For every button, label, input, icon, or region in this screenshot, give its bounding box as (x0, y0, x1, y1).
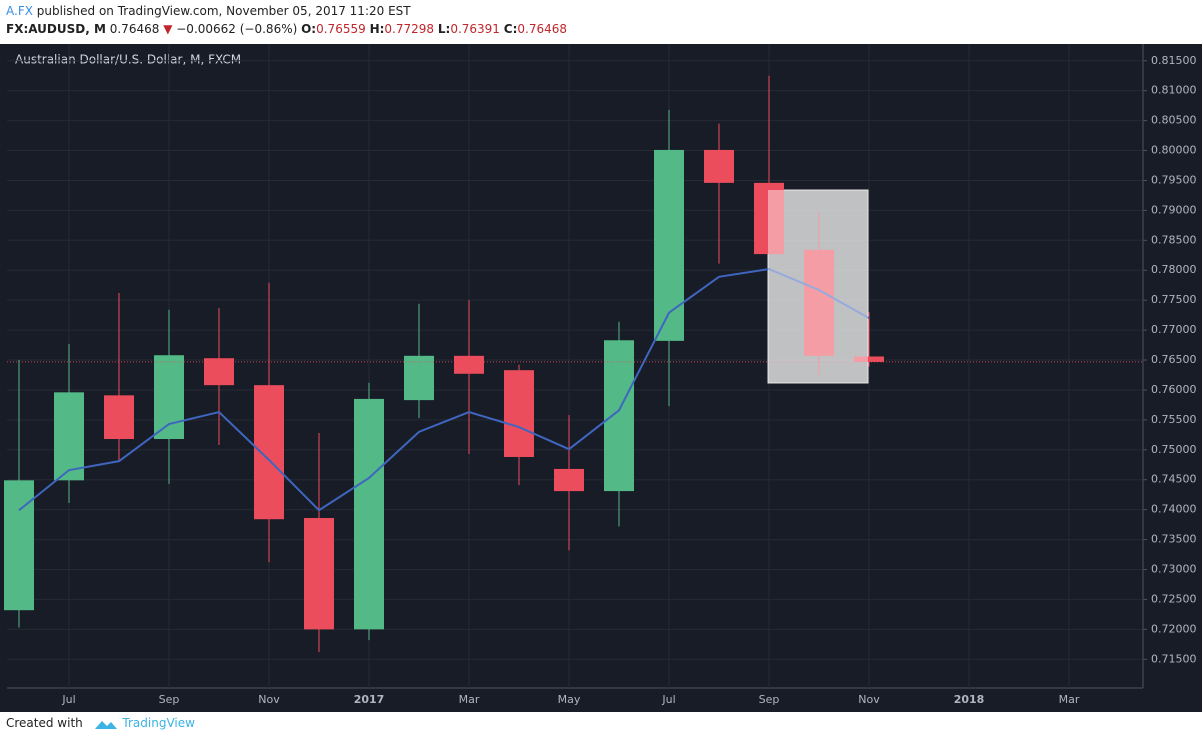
o-label: O: (301, 22, 317, 36)
footer: Created with TradingView (6, 716, 195, 731)
quote-line: FX:AUDUSD, M 0.76468 ▼ −0.00662 (−0.86%)… (6, 22, 567, 36)
y-tick-label: 0.74000 (1151, 503, 1197, 516)
candle-body (304, 518, 334, 630)
x-tick-label: Mar (459, 693, 480, 706)
l-value: 0.76391 (450, 22, 500, 36)
last: 0.76468 (109, 22, 160, 36)
y-tick-label: 0.73000 (1151, 562, 1197, 575)
x-tick-label: 2017 (354, 693, 385, 706)
annotation-box-tint (768, 190, 868, 383)
candle-body (404, 355, 434, 401)
h-label: H: (369, 22, 385, 36)
candle-body (604, 340, 634, 492)
x-tick-label: May (558, 693, 581, 706)
logo-shape (94, 720, 117, 729)
y-tick-label: 0.80000 (1151, 144, 1197, 157)
candle-body (354, 398, 384, 630)
y-tick-label: 0.80500 (1151, 114, 1197, 127)
candle-body (704, 149, 734, 183)
x-tick-label: Sep (159, 693, 180, 706)
x-tick-label: Sep (759, 693, 780, 706)
candle-body (854, 356, 884, 362)
y-tick-label: 0.72500 (1151, 592, 1197, 605)
candle-body (554, 468, 584, 492)
y-tick-label: 0.76000 (1151, 383, 1197, 396)
h-value: 0.77298 (384, 22, 435, 36)
candle-body (104, 395, 134, 440)
y-tick-label: 0.77500 (1151, 293, 1197, 306)
author[interactable]: A.FX (6, 4, 33, 18)
published: published on TradingView.com, November 0… (36, 4, 411, 18)
arrow: ▼ (163, 22, 173, 36)
brand[interactable]: TradingView (122, 716, 195, 730)
y-tick-label: 0.78000 (1151, 263, 1197, 276)
background (0, 44, 1202, 712)
change: −0.00662 (−0.86%) (176, 22, 298, 36)
x-tick-label: 2018 (954, 693, 985, 706)
candle-body (454, 355, 484, 374)
y-tick-label: 0.72000 (1151, 622, 1197, 635)
y-tick-label: 0.77000 (1151, 323, 1197, 336)
y-tick-label: 0.71500 (1151, 652, 1197, 665)
candle-body (654, 149, 684, 341)
symbol: FX:AUDUSD, M (6, 22, 106, 36)
o-value: 0.76559 (316, 22, 366, 36)
candle-body (54, 392, 84, 481)
chart: Australian Dollar/U.S. Dollar, M, FXCM 0… (0, 44, 1202, 712)
candle-body (254, 385, 284, 520)
x-tick-label: Mar (1059, 693, 1080, 706)
l-label: L: (437, 22, 451, 36)
candle-body (154, 355, 184, 440)
y-tick-label: 0.81000 (1151, 84, 1197, 97)
candle-body (204, 358, 234, 386)
header: A.FX published on TradingView.com, Novem… (0, 0, 1202, 44)
y-tick-label: 0.81500 (1151, 54, 1197, 67)
y-tick-label: 0.75000 (1151, 443, 1197, 456)
c-label: C: (503, 22, 518, 36)
candle-body (4, 480, 34, 611)
chart-title: Australian Dollar/U.S. Dollar, M, FXCM (15, 53, 241, 67)
candle-body (504, 370, 534, 457)
x-tick-label: Nov (258, 693, 280, 706)
moving-average (18, 268, 870, 512)
y-tick-label: 0.76500 (1151, 353, 1197, 366)
y-tick-label: 0.74500 (1151, 473, 1197, 486)
x-tick-label: Jul (61, 693, 75, 706)
y-tick-label: 0.73500 (1151, 533, 1197, 546)
header-line: A.FX published on TradingView.com, Novem… (6, 4, 411, 18)
candle-body (754, 182, 784, 255)
x-tick-label: Jul (661, 693, 675, 706)
candle-body (804, 249, 834, 356)
y-tick-label: 0.79500 (1151, 173, 1197, 186)
logo (94, 720, 117, 729)
y-tick-label: 0.75500 (1151, 413, 1197, 426)
created: Created with (6, 716, 83, 730)
y-tick-label: 0.78500 (1151, 233, 1197, 246)
x-tick-label: Nov (858, 693, 880, 706)
y-tick-label: 0.79000 (1151, 203, 1197, 216)
c-value: 0.76468 (517, 22, 567, 36)
